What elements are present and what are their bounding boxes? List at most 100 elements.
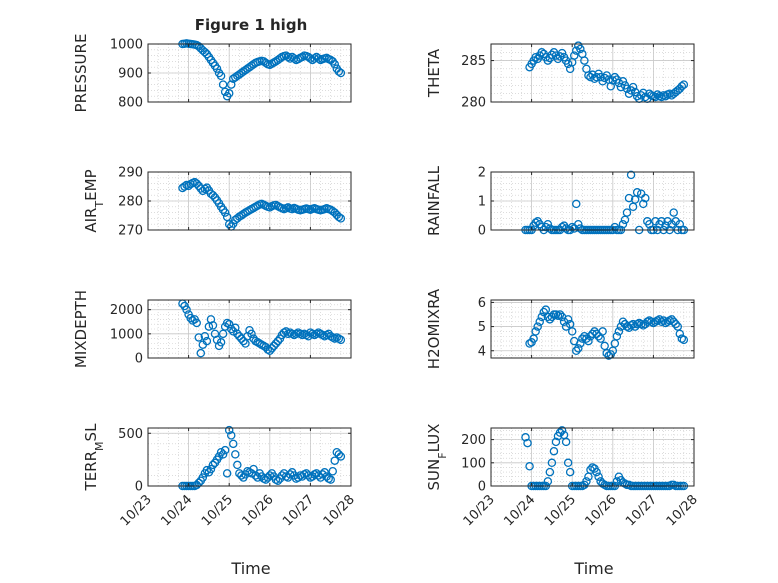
data-point (543, 219, 553, 229)
data-point (224, 425, 234, 435)
data-point (208, 190, 218, 200)
data-point (261, 58, 270, 68)
subplot-h2omixra: 4 5 6 H2OMIXRA (425, 288, 695, 369)
y-tick-label: 2000 (110, 303, 143, 318)
y-tick-label: 4 (478, 344, 486, 359)
data-point (220, 208, 230, 217)
data-point (574, 219, 583, 229)
data-point (677, 82, 687, 91)
data-point (253, 473, 262, 482)
data-point (226, 80, 236, 89)
y-tick-label: 5 (478, 320, 486, 335)
data-point (598, 327, 607, 336)
data-point (233, 460, 242, 470)
data-point (523, 438, 532, 448)
x-axis-label-right: Time (573, 559, 613, 578)
y-tick-label: 280 (461, 96, 486, 111)
data-point (273, 476, 283, 485)
y-axis-label: SUNFLUX (425, 424, 449, 491)
data-point (194, 333, 203, 342)
y-axis-label-rest: SL (82, 423, 100, 442)
y-tick-label: 2 (478, 166, 486, 181)
data-point (639, 88, 648, 98)
data-point (600, 73, 609, 83)
data-point (229, 439, 238, 449)
data-point (336, 335, 346, 345)
data-point (675, 219, 685, 229)
data-point (563, 59, 573, 69)
data-point (200, 47, 210, 57)
y-tick-label: 0 (478, 480, 486, 495)
y-axis-label-sub: F (436, 452, 449, 458)
y-tick-label: 1000 (110, 38, 143, 53)
data-point (306, 54, 315, 63)
data-point (247, 329, 256, 339)
data-point (200, 331, 210, 341)
data-point (336, 68, 346, 78)
data-point (553, 54, 563, 64)
y-tick-label: 1000 (110, 327, 143, 342)
data-point (618, 77, 628, 86)
data-point (572, 199, 581, 209)
data-point (622, 84, 632, 93)
axes-box (490, 299, 695, 359)
y-tick-label: 500 (118, 427, 143, 442)
data-point (310, 54, 319, 63)
data-point (626, 170, 636, 180)
y-axis-label-sub: M (93, 441, 106, 451)
data-point (543, 477, 553, 486)
data-point (192, 179, 201, 188)
y-tick-label: 285 (461, 54, 486, 69)
y-tick-label: 100 (461, 456, 486, 471)
y-tick-label: 200 (461, 433, 486, 448)
data-point (590, 74, 599, 84)
data-point (533, 322, 542, 331)
data-point (624, 193, 634, 203)
data-point (314, 54, 323, 63)
data-point (182, 305, 191, 314)
y-axis-label-main: AIR (82, 208, 100, 233)
axes-box (490, 427, 695, 487)
data-point (582, 477, 591, 486)
data-point (632, 188, 642, 197)
data-point (641, 193, 650, 203)
y-axis-label-rest: LUX (425, 424, 443, 453)
data-point (618, 219, 628, 229)
y-tick-label: 1 (478, 195, 486, 210)
subplot-air-temp: 270 280 290 AIRTEMP (82, 166, 352, 239)
data-point (216, 338, 226, 347)
y-tick-label: 290 (118, 166, 143, 181)
data-point (202, 336, 212, 346)
data-point (549, 446, 559, 456)
y-tick-label: 280 (118, 195, 143, 210)
data-point (320, 468, 329, 477)
data-point (572, 346, 581, 355)
data-point (196, 184, 206, 193)
data-point (304, 471, 313, 480)
data-point (622, 208, 632, 217)
data-point (226, 324, 236, 334)
data-point (576, 44, 585, 54)
subplot-theta: 280 285 THETA (425, 41, 695, 111)
data-point (326, 475, 335, 484)
data-point (561, 224, 571, 233)
data-point (198, 473, 208, 482)
data-point (247, 469, 256, 478)
y-axis-label-rest: EMP (82, 169, 100, 200)
data-point (557, 426, 567, 435)
y-axis-label-sub: T (93, 201, 106, 209)
data-point (208, 321, 218, 330)
y-tick-label: 270 (118, 224, 143, 239)
data-point (330, 60, 340, 69)
data-point (555, 310, 565, 319)
data-point (628, 82, 638, 92)
data-point (220, 87, 230, 97)
data-point (231, 450, 240, 459)
data-point (289, 54, 299, 63)
data-point (251, 471, 260, 480)
data-point (602, 71, 611, 80)
data-point (679, 80, 689, 89)
y-tick-label: 0 (478, 224, 486, 239)
